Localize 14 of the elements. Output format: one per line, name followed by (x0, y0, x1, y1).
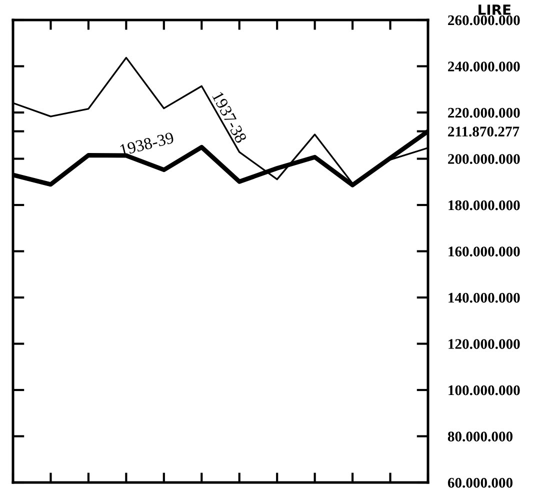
y-tick-label: 240.000.000 (448, 62, 520, 72)
text: 1938-39 (120, 132, 174, 156)
y-tick-label: 260.000.000 (448, 15, 520, 26)
y-tick-label: 60.000.000 (448, 478, 513, 488)
y-tick-label: 220.000.000 (448, 108, 520, 118)
y-tick-label: 160.000.000 (448, 246, 520, 257)
y-tick-label: 140.000.000 (448, 292, 520, 303)
y-tick-label: 200.000.000 (448, 154, 520, 164)
y-tick-label: 80.000.000 (448, 432, 513, 442)
y-tick-label: 120.000.000 (448, 339, 520, 350)
y-tick-label: 211.870.277 (448, 126, 520, 137)
y-tick-label: 100.000.000 (448, 385, 520, 396)
y-tick-label: 180.000.000 (448, 200, 520, 210)
y-axis-title: LIRE (478, 4, 510, 15)
